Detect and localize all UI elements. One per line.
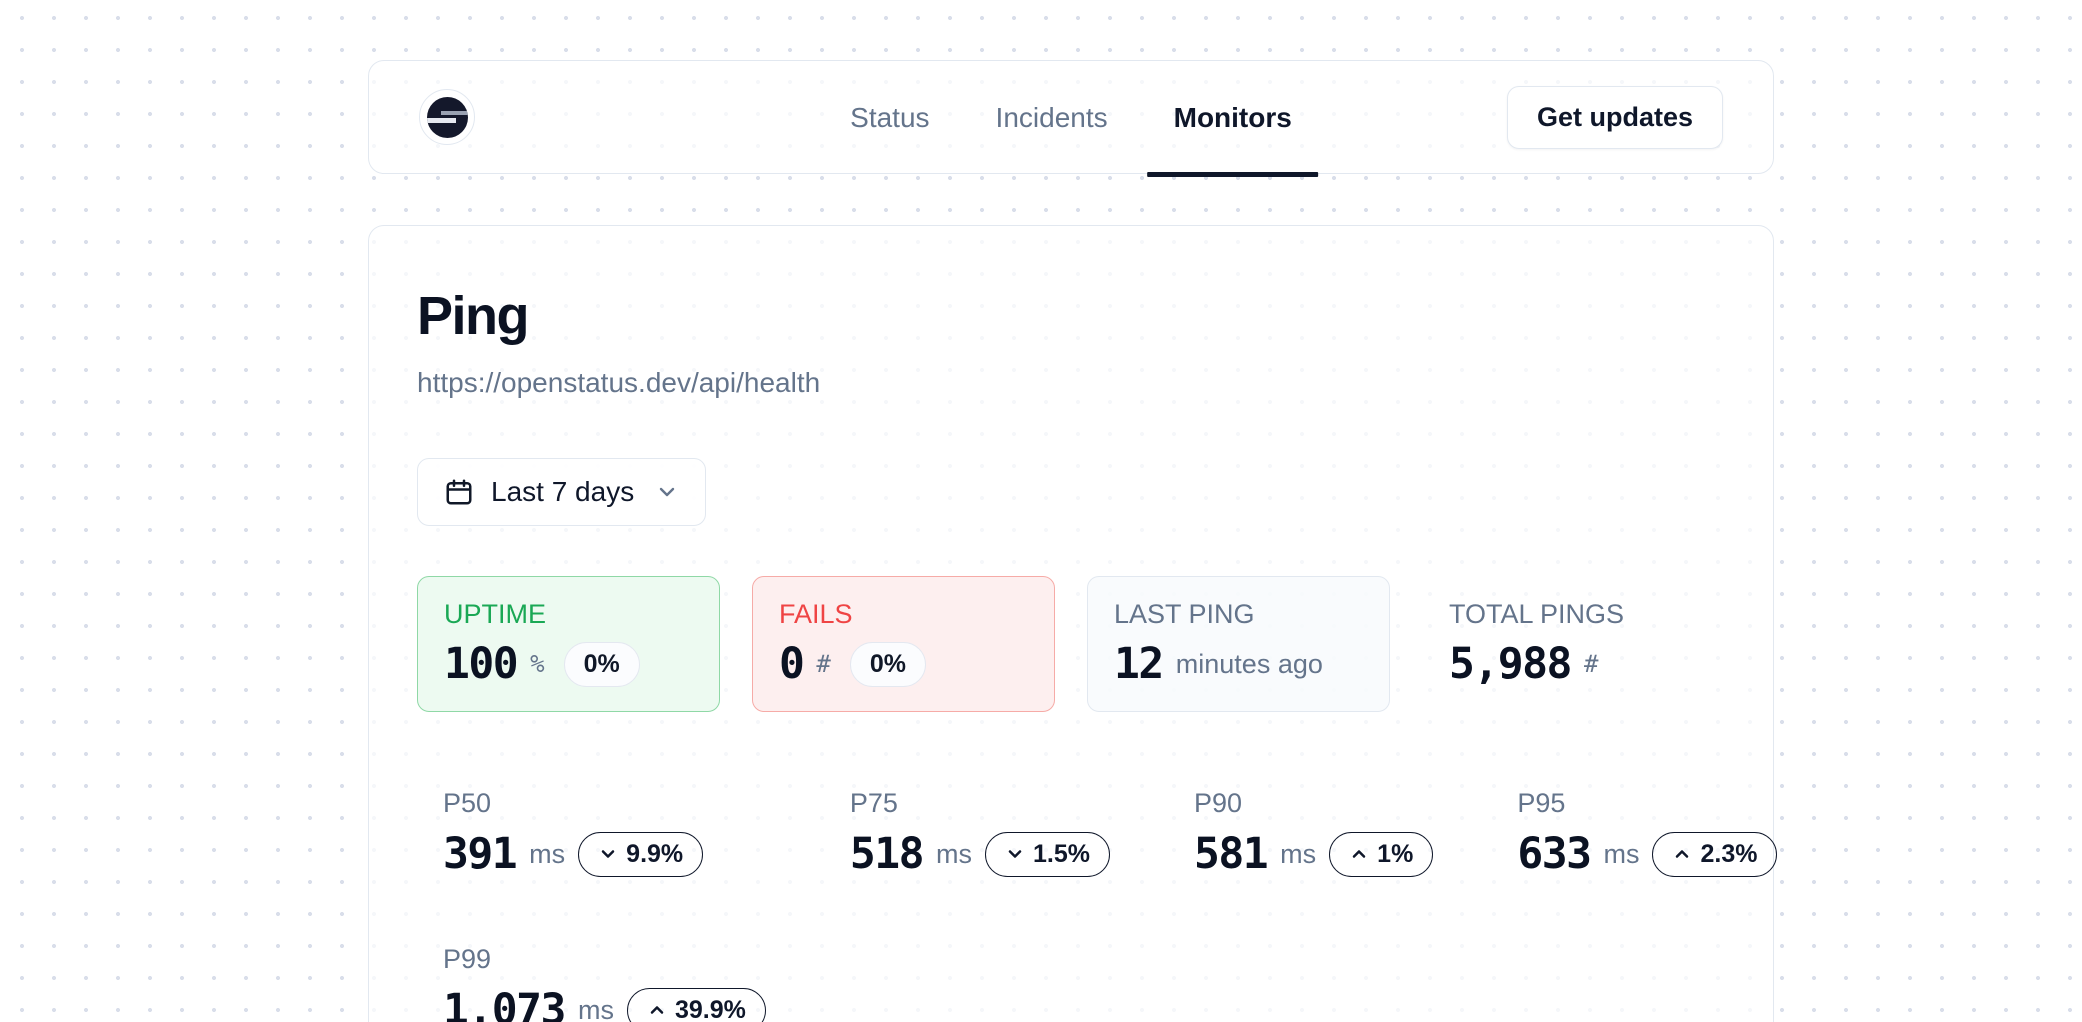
percentile-delta-badge: 39.9% (626, 987, 766, 1022)
stat-value-row: 0 # 0% (779, 636, 1028, 692)
percentile-unit: ms (1280, 838, 1317, 869)
nav-item[interactable]: Incidents (995, 102, 1108, 133)
percentile-delta-value: 9.9% (626, 839, 684, 868)
percentile-delta-badge: 2.3% (1652, 831, 1778, 877)
status-page-header: Status Incidents Monitors Get updates (368, 60, 1774, 177)
stat-label: FAILS (779, 599, 853, 629)
nav-item[interactable]: Monitors (1147, 61, 1319, 177)
percentile-value: 518 (849, 829, 925, 879)
stats-grid: UPTIME 100 % 0% FAILS 0 # 0% LAST PING 1… (417, 576, 1725, 712)
percentile-delta-value: 1.5% (1033, 839, 1090, 868)
stat-label: UPTIME (444, 599, 547, 629)
stat-value: 0 (779, 639, 805, 689)
percentile-value-row: 518 ms 1.5% (850, 826, 1110, 882)
percentile-value: 391 (443, 829, 518, 879)
percentile-cell: P75 518 ms 1.5% (824, 786, 1136, 882)
percentile-label: P75 (849, 788, 898, 818)
stat-value: 12 (1114, 639, 1164, 689)
get-updates-button[interactable]: Get updates (1506, 85, 1723, 149)
percentile-unit: ms (529, 838, 566, 869)
openstatus-logo[interactable] (419, 89, 475, 145)
percentile-cell: P50 391 ms 9.9% (417, 786, 792, 882)
stat-value-row: 100 % 0% (444, 636, 693, 692)
percentile-delta-badge: 1.5% (985, 831, 1110, 877)
header-nav: Status Incidents Monitors (824, 61, 1319, 177)
stat-label: LAST PING (1114, 599, 1255, 629)
percentiles-grid: P50 391 ms 9.9% P75 518 ms (417, 786, 1778, 1022)
caret-up-icon (647, 1000, 667, 1020)
percentile-label: P99 (443, 944, 492, 974)
percentile-unit: ms (1603, 838, 1640, 869)
percentile-cell: P90 581 ms 1% (1168, 786, 1459, 882)
monitor-detail-card: Ping https://openstatus.dev/api/health L… (368, 225, 1778, 1022)
percentile-label: P50 (443, 788, 492, 818)
stat-change-badge: 0% (563, 641, 640, 687)
stat-label: TOTAL PINGS (1449, 599, 1625, 629)
stat-unit: % (530, 650, 545, 678)
percentile-value: 633 (1517, 829, 1592, 879)
percentile-value-row: 581 ms 1% (1194, 826, 1434, 882)
caret-down-icon (598, 844, 618, 864)
stat-card: LAST PING 12 minutes ago (1087, 576, 1390, 712)
period-select[interactable]: Last 7 days (417, 458, 707, 526)
stat-change-badge: 0% (849, 641, 926, 687)
percentile-unit: ms (936, 838, 973, 869)
percentile-value: 1,073 (443, 985, 566, 1022)
percentile-value-row: 633 ms 2.3% (1517, 826, 1778, 882)
percentile-label: P95 (1517, 788, 1566, 818)
caret-up-icon (1349, 844, 1369, 864)
percentile-delta-value: 39.9% (674, 995, 746, 1022)
chevron-down-icon (655, 480, 679, 504)
caret-down-icon (1005, 844, 1025, 864)
percentile-delta-value: 2.3% (1700, 839, 1758, 868)
nav-item[interactable]: Status (850, 102, 930, 133)
percentile-value-row: 1,073 ms 39.9% (443, 982, 766, 1022)
monitor-url: https://openstatus.dev/api/health (417, 367, 821, 398)
percentile-delta-value: 1% (1377, 839, 1414, 868)
percentile-cell: P99 1,073 ms 39.9% (417, 942, 792, 1022)
stat-card: UPTIME 100 % 0% (417, 576, 720, 712)
monitor-title: Ping (417, 286, 530, 346)
percentile-label: P90 (1194, 788, 1243, 818)
percentile-unit: ms (577, 994, 614, 1022)
stat-card: TOTAL PINGS 5,988 # (1422, 576, 1725, 712)
percentile-value: 581 (1194, 829, 1269, 879)
percentile-delta-badge: 9.9% (578, 831, 704, 877)
stat-value-row: 12 minutes ago (1114, 636, 1363, 692)
percentile-cell: P95 633 ms 2.3% (1491, 786, 1803, 882)
calendar-icon (444, 477, 474, 507)
stat-value-row: 5,988 # (1449, 636, 1698, 692)
percentile-value-row: 391 ms 9.9% (443, 826, 766, 882)
percentile-delta-badge: 1% (1329, 831, 1434, 877)
stat-value: 100 (444, 639, 519, 689)
openstatus-logo-icon (426, 96, 468, 138)
stat-value: 5,988 (1449, 639, 1572, 689)
period-select-value: Last 7 days (491, 476, 635, 507)
caret-up-icon (1672, 844, 1692, 864)
stat-unit: # (1583, 650, 1599, 678)
stat-card: FAILS 0 # 0% (752, 576, 1055, 712)
stat-unit: minutes ago (1175, 648, 1323, 679)
stat-unit: # (816, 650, 831, 678)
